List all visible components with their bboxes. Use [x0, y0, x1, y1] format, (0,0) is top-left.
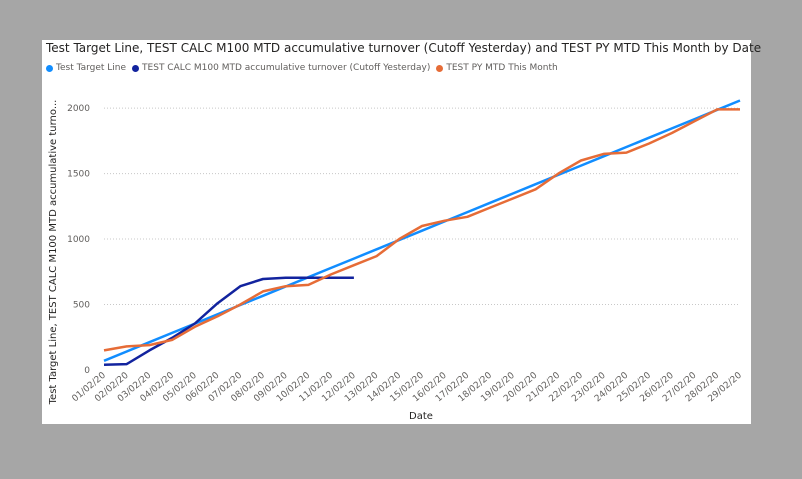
legend-marker-target [46, 64, 53, 72]
chart-title: Test Target Line, TEST CALC M100 MTD acc… [46, 41, 762, 55]
y-tick-label: 1500 [67, 170, 90, 180]
line-chart: 0 500 1000 1500 2000 01/02/2002/02/2003/02/2… [48, 99, 745, 422]
y-axis-ticks: 0 500 1000 1500 2000 [67, 104, 90, 376]
y-axis-title: Test Target Line, TEST CALC M100 MTD acc… [48, 100, 59, 406]
legend-item-calc[interactable]: TEST CALC M100 MTD accumulative turnover… [132, 63, 430, 73]
chart-panel: Test Target Line, TEST CALC M100 MTD acc… [42, 40, 761, 424]
legend-marker-py [436, 64, 444, 72]
legend-item-target[interactable]: Test Target Line [46, 63, 126, 73]
legend-label-py: TEST PY MTD This Month [446, 63, 558, 73]
x-axis-title: Date [409, 411, 433, 422]
y-tick-label: 1000 [67, 235, 90, 245]
series-line-py[interactable] [103, 108, 740, 352]
legend: Test Target Line TEST CALC M100 MTD accu… [46, 63, 564, 73]
x-axis-ticks: 01/02/2002/02/2003/02/2004/02/2005/02/20… [71, 370, 745, 404]
legend-item-py[interactable]: TEST PY MTD This Month [436, 63, 558, 73]
y-tick-label: 500 [73, 301, 90, 311]
series-line-target[interactable] [103, 99, 741, 362]
y-tick-label: 0 [84, 366, 90, 376]
legend-marker-calc [132, 64, 140, 72]
gridlines [104, 107, 740, 306]
series-lines [103, 99, 741, 367]
legend-label-target: Test Target Line [56, 63, 127, 73]
series-line-calc[interactable] [103, 276, 354, 367]
legend-label-calc: TEST CALC M100 MTD accumulative turnover… [142, 63, 431, 73]
y-tick-label: 2000 [67, 104, 90, 114]
